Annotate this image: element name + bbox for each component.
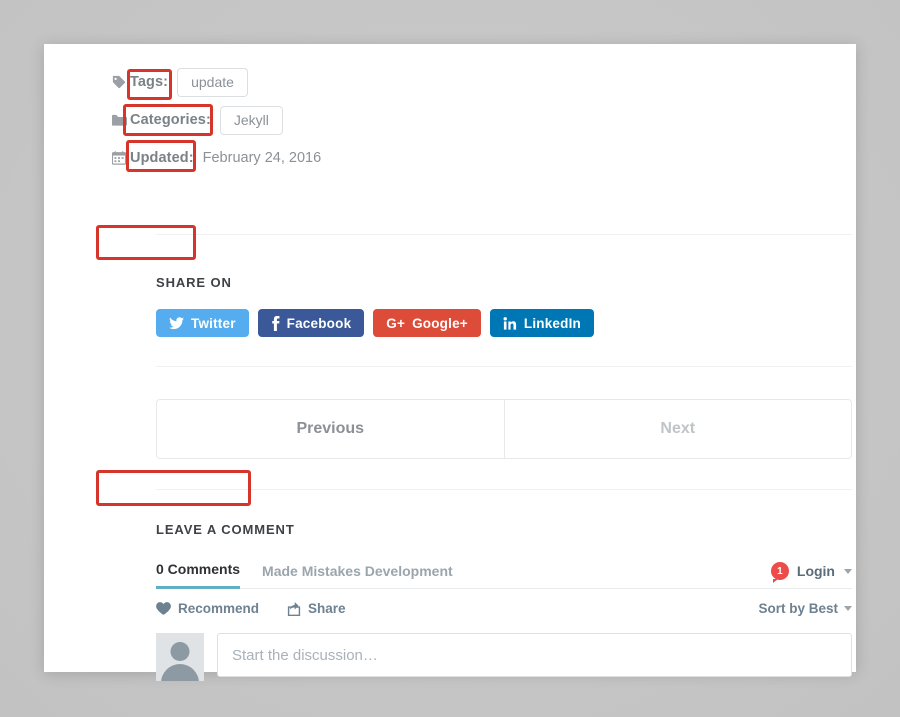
disqus-share-label: Share: [308, 601, 346, 616]
divider-above-pagination: [156, 366, 852, 367]
folder-icon: [112, 114, 130, 127]
meta-row-tags: Tags: update: [112, 64, 808, 100]
page-card: Tags: update Categories: Jekyll: [44, 44, 856, 681]
divider-above-share: [156, 234, 852, 235]
share-button-facebook-label: Facebook: [286, 315, 352, 331]
meta-row-categories: Categories: Jekyll: [112, 102, 808, 138]
facebook-icon: [271, 315, 280, 331]
post-pagination: Previous Next: [156, 399, 852, 459]
share-button-twitter-label: Twitter: [191, 315, 236, 331]
share-button-linkedin[interactable]: LinkedIn: [489, 309, 594, 337]
share-button-googleplus-label: Google+: [412, 315, 468, 331]
recommend-label: Recommend: [178, 601, 260, 616]
sort-dropdown[interactable]: Sort by Best: [758, 601, 852, 616]
disqus-action-bar: Recommend Share Sort by Best: [156, 589, 852, 616]
post-meta-block: Tags: update Categories: Jekyll: [112, 44, 808, 178]
avatar-head: [170, 642, 190, 661]
divider-above-comments: [156, 489, 852, 490]
comment-input[interactable]: Start the discussion…: [217, 633, 852, 677]
heart-icon: [156, 602, 171, 615]
share-button-twitter[interactable]: Twitter: [156, 309, 249, 337]
tag-icon: [112, 75, 130, 89]
tab-comments-count[interactable]: 0 Comments: [156, 561, 241, 589]
comments-section-title: LEAVE A COMMENT: [156, 522, 295, 537]
tag-pill-update[interactable]: update: [177, 67, 248, 97]
meta-label-categories: Categories:: [130, 112, 211, 128]
chevron-down-icon: [844, 606, 852, 611]
share-section-title: SHARE ON: [156, 275, 232, 290]
disqus-tab-bar: 0 Comments Made Mistakes Development 1 L…: [156, 561, 852, 589]
share-button-linkedin-label: LinkedIn: [523, 315, 581, 331]
google-plus-icon: G+: [386, 315, 406, 331]
comment-compose-row: Start the discussion…: [156, 633, 852, 681]
chevron-down-icon: [844, 568, 852, 574]
linkedin-icon: [503, 316, 517, 330]
share-section: SHARE ON Twitter Facebook: [156, 275, 594, 337]
disqus-actions-left: Recommend Share: [156, 601, 346, 616]
share-button-group: Twitter Facebook G+ Google+: [156, 309, 594, 337]
comments-section: LEAVE A COMMENT 0 Comments Made Mistakes…: [156, 522, 852, 681]
meta-label-tags: Tags:: [130, 74, 169, 90]
recommend-button[interactable]: Recommend: [156, 601, 259, 616]
notification-badge: 1: [770, 562, 789, 583]
login-label: Login: [796, 563, 835, 579]
disqus-share-button[interactable]: Share: [287, 601, 346, 616]
disqus-login-button[interactable]: 1 Login: [770, 562, 852, 588]
tab-site-name[interactable]: Made Mistakes Development: [262, 563, 453, 579]
sort-label: Sort by Best: [758, 601, 838, 616]
meta-value-updated-date: February 24, 2016: [202, 150, 322, 166]
twitter-icon: [169, 316, 184, 330]
meta-label-updated: Updated:: [130, 150, 194, 166]
disqus-tabs-left: 0 Comments Made Mistakes Development: [156, 561, 453, 589]
meta-row-updated: Updated: February 24, 2016: [112, 140, 808, 176]
calendar-icon: [112, 151, 130, 165]
avatar: [156, 633, 204, 681]
pagination-previous-button[interactable]: Previous: [296, 420, 365, 437]
share-icon: [287, 601, 301, 616]
category-pill-jekyll[interactable]: Jekyll: [219, 105, 283, 135]
avatar-body: [161, 664, 199, 681]
share-button-googleplus[interactable]: G+ Google+: [373, 309, 481, 337]
pagination-next-button[interactable]: Next: [503, 400, 852, 458]
share-button-facebook[interactable]: Facebook: [257, 309, 365, 337]
